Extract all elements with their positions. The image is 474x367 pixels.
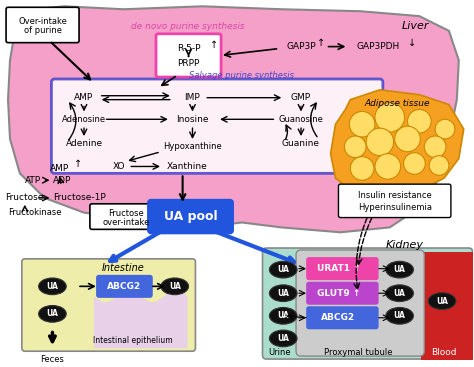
Text: ↑: ↑ (74, 160, 82, 170)
Text: Feces: Feces (40, 355, 64, 364)
Text: ABCG2: ABCG2 (108, 282, 141, 291)
Text: of purine: of purine (24, 26, 62, 35)
Text: over-intake: over-intake (103, 218, 150, 227)
Text: UA: UA (46, 282, 58, 291)
Circle shape (403, 153, 425, 174)
Ellipse shape (269, 330, 297, 347)
Circle shape (429, 156, 449, 175)
FancyBboxPatch shape (307, 258, 378, 279)
Text: GLUT9 ↑: GLUT9 ↑ (317, 289, 360, 298)
FancyBboxPatch shape (22, 259, 195, 351)
Circle shape (375, 154, 401, 179)
Circle shape (375, 103, 404, 132)
FancyBboxPatch shape (263, 248, 473, 359)
Circle shape (408, 109, 431, 133)
Text: URAT1 ↑: URAT1 ↑ (317, 264, 360, 273)
Text: IMP: IMP (184, 93, 201, 102)
Text: ABCG2: ABCG2 (321, 313, 356, 322)
Text: Over-intake: Over-intake (18, 17, 67, 26)
Text: Adenosine: Adenosine (62, 115, 106, 124)
Text: Blood: Blood (431, 348, 457, 357)
Ellipse shape (161, 278, 189, 295)
FancyBboxPatch shape (296, 250, 424, 356)
Circle shape (349, 112, 375, 137)
Text: AMP: AMP (74, 93, 93, 102)
Text: XO: XO (112, 162, 125, 171)
Ellipse shape (269, 285, 297, 302)
Polygon shape (94, 290, 188, 348)
Circle shape (350, 157, 374, 180)
Text: Fructose-1P: Fructose-1P (53, 193, 105, 203)
Text: UA: UA (169, 282, 181, 291)
Text: Salvage purine synthesis: Salvage purine synthesis (189, 71, 294, 80)
Ellipse shape (269, 308, 297, 324)
Text: Fructose: Fructose (6, 193, 44, 203)
Text: Guanine: Guanine (282, 139, 320, 148)
Text: PRPP: PRPP (177, 59, 200, 68)
Text: UA: UA (436, 297, 448, 306)
FancyBboxPatch shape (307, 283, 378, 304)
Text: UA: UA (277, 265, 289, 274)
Ellipse shape (269, 261, 297, 278)
Text: UA: UA (277, 289, 289, 298)
Ellipse shape (386, 308, 413, 324)
Text: ↑: ↑ (210, 40, 219, 50)
Text: UA: UA (394, 311, 406, 320)
Text: UA: UA (394, 265, 406, 274)
Text: UA: UA (46, 309, 58, 318)
Ellipse shape (38, 278, 66, 295)
Text: Insulin resistance: Insulin resistance (358, 192, 431, 200)
FancyBboxPatch shape (338, 184, 451, 218)
Text: de novo purine synthesis: de novo purine synthesis (131, 22, 245, 31)
Circle shape (345, 136, 366, 157)
Ellipse shape (428, 293, 456, 309)
Text: AMP: AMP (50, 164, 69, 173)
Text: Adenine: Adenine (65, 139, 102, 148)
Text: UA: UA (277, 311, 289, 320)
Text: GAP3P: GAP3P (286, 42, 316, 51)
Text: Urine: Urine (268, 348, 291, 357)
Text: Xanthine: Xanthine (167, 162, 208, 171)
FancyBboxPatch shape (97, 276, 152, 297)
Circle shape (424, 136, 446, 157)
Text: Adipose tissue: Adipose tissue (365, 99, 430, 108)
Text: Intestine: Intestine (102, 263, 145, 273)
Text: GMP: GMP (291, 93, 311, 102)
Ellipse shape (386, 261, 413, 278)
Text: UA: UA (394, 289, 406, 298)
Text: Fructokinase: Fructokinase (8, 208, 62, 217)
Ellipse shape (38, 305, 66, 322)
Text: Hyperinsulinemia: Hyperinsulinemia (358, 203, 432, 212)
Bar (421, 252, 473, 360)
FancyBboxPatch shape (156, 34, 221, 77)
Text: UA: UA (277, 334, 289, 343)
Text: Guanosine: Guanosine (279, 115, 323, 124)
Circle shape (366, 128, 394, 156)
Ellipse shape (386, 285, 413, 302)
Text: UA pool: UA pool (164, 210, 217, 223)
Text: ↓: ↓ (408, 38, 416, 48)
FancyBboxPatch shape (307, 307, 378, 328)
Text: Inosine: Inosine (176, 115, 209, 124)
Text: ↑: ↑ (317, 38, 325, 48)
Circle shape (435, 119, 455, 139)
Text: Hypoxanthine: Hypoxanthine (163, 142, 222, 151)
Text: ATP: ATP (25, 176, 41, 185)
Text: Proxymal tubule: Proxymal tubule (324, 348, 392, 357)
Text: GAP3PDH: GAP3PDH (356, 42, 400, 51)
FancyBboxPatch shape (52, 79, 383, 173)
Text: Kidney: Kidney (385, 240, 424, 250)
Text: Fructose: Fructose (109, 209, 144, 218)
FancyBboxPatch shape (90, 204, 163, 229)
Polygon shape (330, 90, 464, 198)
Text: Intestinal epithelium: Intestinal epithelium (93, 336, 173, 345)
FancyBboxPatch shape (148, 200, 233, 233)
Polygon shape (8, 6, 459, 232)
FancyBboxPatch shape (6, 7, 79, 43)
Circle shape (395, 126, 420, 152)
Text: ADP: ADP (53, 176, 72, 185)
Text: Liver: Liver (401, 21, 429, 31)
Text: R-5-P: R-5-P (177, 44, 201, 53)
